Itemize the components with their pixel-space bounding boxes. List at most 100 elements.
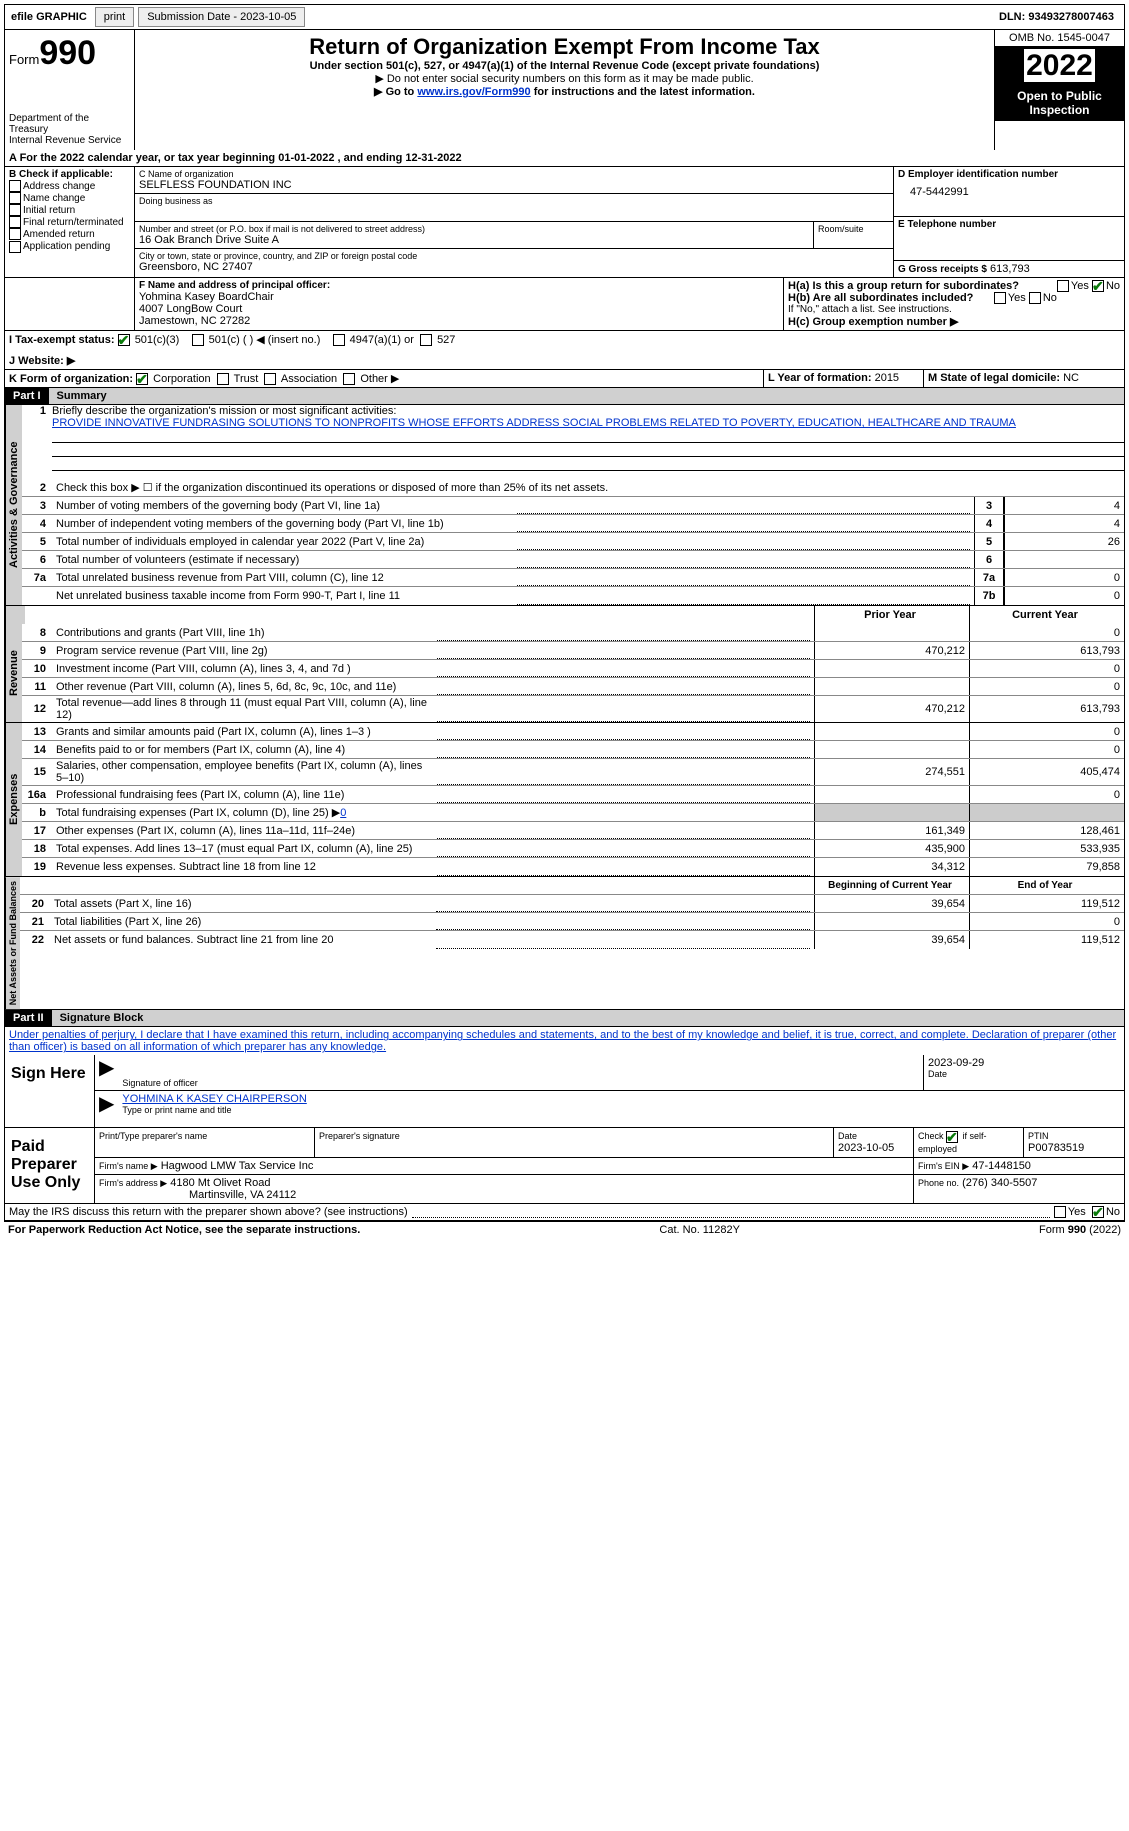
cb-self-employed[interactable] bbox=[946, 1131, 958, 1143]
sig-arrow-icon-2: ▶ bbox=[95, 1091, 118, 1127]
part2-header: Part II bbox=[5, 1010, 52, 1026]
box-g-label: G Gross receipts $ bbox=[898, 264, 987, 275]
cb-initial-return[interactable] bbox=[9, 204, 21, 216]
footer-left: For Paperwork Reduction Act Notice, see … bbox=[8, 1224, 360, 1236]
ptin-label: PTIN bbox=[1028, 1131, 1049, 1141]
firm-addr-label: Firm's address ▶ bbox=[99, 1178, 167, 1188]
cb-hb-yes[interactable] bbox=[994, 292, 1006, 304]
prep-date-label: Date bbox=[838, 1131, 857, 1141]
activities-section: Activities & Governance 1Briefly describ… bbox=[4, 405, 1125, 606]
p18: 435,900 bbox=[814, 840, 969, 857]
r16a: Professional fundraising fees (Part IX, … bbox=[52, 788, 433, 802]
c16a: 0 bbox=[969, 786, 1124, 803]
firm-ein-label: Firm's EIN ▶ bbox=[918, 1161, 969, 1171]
cb-address-change[interactable] bbox=[9, 180, 21, 192]
cb-corp[interactable] bbox=[136, 373, 148, 385]
c22: 119,512 bbox=[969, 931, 1124, 949]
p17: 161,349 bbox=[814, 822, 969, 839]
street-address: 16 Oak Branch Drive Suite A bbox=[139, 234, 809, 246]
firm-name-label: Firm's name ▶ bbox=[99, 1161, 158, 1171]
form-number: 990 bbox=[39, 34, 96, 72]
cb-amended[interactable] bbox=[9, 228, 21, 240]
officer-addr1: 4007 LongBow Court bbox=[139, 303, 779, 315]
q7a: Total unrelated business revenue from Pa… bbox=[52, 571, 513, 585]
box-m-label: M State of legal domicile: bbox=[928, 372, 1060, 384]
topbar: efile GRAPHIC print Submission Date - 20… bbox=[4, 4, 1125, 30]
box-l-label: L Year of formation: bbox=[768, 372, 872, 384]
part2-header-bar: Part II Signature Block bbox=[4, 1010, 1125, 1027]
cb-hb-no[interactable] bbox=[1029, 292, 1041, 304]
irs-label: Internal Revenue Service bbox=[9, 135, 130, 146]
cb-501c[interactable] bbox=[192, 334, 204, 346]
r16b: Total fundraising expenses (Part IX, col… bbox=[52, 805, 814, 820]
netassets-label: Net Assets or Fund Balances bbox=[5, 877, 20, 1009]
p12: 470,212 bbox=[814, 696, 969, 722]
period-a: A For the 2022 calendar year, or tax yea… bbox=[9, 152, 462, 164]
hb-note: If "No," attach a list. See instructions… bbox=[788, 304, 1120, 315]
hb-label: H(b) Are all subordinates included? bbox=[788, 292, 973, 304]
footer-mid: Cat. No. 11282Y bbox=[659, 1224, 740, 1236]
netassets-section: Net Assets or Fund Balances Beginning of… bbox=[4, 877, 1125, 1010]
cb-final-return[interactable] bbox=[9, 216, 21, 228]
p13 bbox=[814, 723, 969, 740]
firm-addr1: 4180 Mt Olivet Road bbox=[170, 1177, 270, 1189]
goto-prefix: Go to bbox=[374, 86, 417, 98]
part1-header: Part I bbox=[5, 388, 49, 404]
r15: Salaries, other compensation, employee b… bbox=[52, 759, 433, 785]
r8: Contributions and grants (Part VIII, lin… bbox=[52, 626, 433, 640]
ein-value: 47-5442991 bbox=[898, 180, 1120, 204]
cb-other[interactable] bbox=[343, 373, 355, 385]
firm-addr2: Martinsville, VA 24112 bbox=[99, 1189, 296, 1201]
q6: Total number of volunteers (estimate if … bbox=[52, 553, 513, 567]
preparer-phone: (276) 340-5507 bbox=[962, 1177, 1037, 1189]
print-button[interactable]: print bbox=[95, 7, 134, 27]
revenue-section: Revenue 8Contributions and grants (Part … bbox=[4, 624, 1125, 723]
penalty-text: Under penalties of perjury, I declare th… bbox=[4, 1027, 1125, 1055]
cb-name-change[interactable] bbox=[9, 192, 21, 204]
box-e-label: E Telephone number bbox=[898, 219, 1120, 230]
sign-here-label: Sign Here bbox=[5, 1055, 95, 1127]
revenue-label: Revenue bbox=[5, 624, 22, 722]
cb-ha-yes[interactable] bbox=[1057, 280, 1069, 292]
ptin-value: P00783519 bbox=[1028, 1142, 1084, 1154]
discuss-row: May the IRS discuss this return with the… bbox=[4, 1204, 1125, 1221]
cb-501c3[interactable] bbox=[118, 334, 130, 346]
q5: Total number of individuals employed in … bbox=[52, 535, 513, 549]
r12: Total revenue—add lines 8 through 11 (mu… bbox=[52, 696, 433, 722]
sig-officer-label: Signature of officer bbox=[122, 1078, 197, 1088]
c18: 533,935 bbox=[969, 840, 1124, 857]
box-k-label: K Form of organization: bbox=[9, 373, 133, 385]
box-j-label: J Website: ▶ bbox=[9, 355, 75, 367]
cb-trust[interactable] bbox=[217, 373, 229, 385]
part1-title: Summary bbox=[49, 388, 1124, 404]
ha-label: H(a) Is this a group return for subordin… bbox=[788, 280, 1019, 292]
sig-date-label: Date bbox=[928, 1069, 1120, 1079]
hc-label: H(c) Group exemption number ▶ bbox=[788, 315, 1120, 328]
cb-app-pending[interactable] bbox=[9, 241, 21, 253]
prep-date-value: 2023-10-05 bbox=[838, 1142, 894, 1154]
cb-discuss-no[interactable] bbox=[1092, 1206, 1104, 1218]
cb-4947[interactable] bbox=[333, 334, 345, 346]
print-name-label: Print/Type preparer's name bbox=[99, 1131, 207, 1141]
prior-year-header: Prior Year bbox=[814, 606, 969, 624]
v5: 26 bbox=[1004, 533, 1124, 550]
dept-label: Department of the Treasury bbox=[9, 113, 130, 135]
submission-date-button[interactable]: Submission Date - 2023-10-05 bbox=[138, 7, 305, 27]
q7b: Net unrelated business taxable income fr… bbox=[52, 589, 513, 603]
form-title: Return of Organization Exempt From Incom… bbox=[139, 34, 990, 60]
c19: 79,858 bbox=[969, 858, 1124, 876]
phone-label: Phone no. bbox=[918, 1178, 959, 1188]
room-label: Room/suite bbox=[818, 224, 889, 234]
box-c-label: C Name of organization bbox=[139, 169, 889, 179]
r14: Benefits paid to or for members (Part IX… bbox=[52, 743, 433, 757]
cb-discuss-yes[interactable] bbox=[1054, 1206, 1066, 1218]
cb-ha-no[interactable] bbox=[1092, 280, 1104, 292]
c15: 405,474 bbox=[969, 759, 1124, 785]
sig-arrow-icon: ▶ bbox=[95, 1055, 118, 1090]
state-domicile: NC bbox=[1063, 372, 1079, 384]
sig-date-value: 2023-09-29 bbox=[928, 1057, 1120, 1069]
r20: Total assets (Part X, line 16) bbox=[50, 897, 432, 911]
cb-527[interactable] bbox=[420, 334, 432, 346]
cb-assoc[interactable] bbox=[264, 373, 276, 385]
irs-link[interactable]: www.irs.gov/Form990 bbox=[417, 86, 530, 98]
